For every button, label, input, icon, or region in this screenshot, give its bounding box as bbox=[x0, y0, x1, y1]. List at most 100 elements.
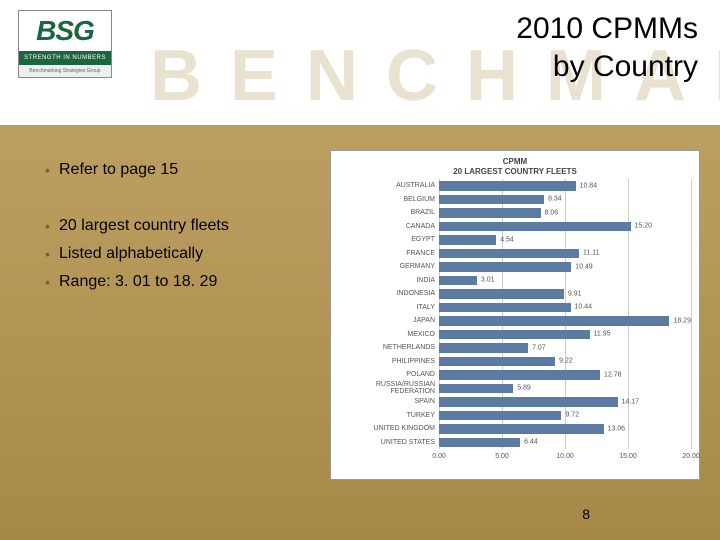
bar-value: 11.95 bbox=[594, 331, 611, 338]
bullet-icon: • bbox=[45, 216, 59, 236]
chart-title-1: CPMM bbox=[331, 157, 699, 167]
bar bbox=[439, 357, 555, 367]
country-label: GERMANY bbox=[339, 263, 439, 270]
bar bbox=[439, 411, 561, 421]
slide-title: 2010 CPMMs by Country bbox=[516, 10, 698, 85]
bar-value: 3.01 bbox=[481, 277, 495, 284]
bar bbox=[439, 343, 528, 353]
country-label: RUSSIA/RUSSIAN FEDERATION bbox=[339, 381, 439, 395]
bar-value: 6.44 bbox=[524, 439, 538, 446]
bar-area: 13.06 bbox=[439, 422, 691, 436]
country-label: UNITED STATES bbox=[339, 439, 439, 446]
bar bbox=[439, 424, 604, 434]
country-label: INDONESIA bbox=[339, 290, 439, 297]
bar-area: 11.11 bbox=[439, 247, 691, 261]
country-label: JAPAN bbox=[339, 317, 439, 324]
bullet-icon: • bbox=[45, 272, 59, 292]
slide: BSG STRENGTH IN NUMBERS Benchmarking Str… bbox=[0, 0, 720, 540]
bar-area: 10.49 bbox=[439, 260, 691, 274]
bar-value: 10.49 bbox=[575, 263, 593, 270]
bullet-item: •Listed alphabetically bbox=[45, 244, 315, 264]
bullet-list: •Refer to page 15•20 largest country fle… bbox=[45, 160, 315, 300]
bar bbox=[439, 181, 576, 191]
bar bbox=[439, 249, 579, 259]
bar bbox=[439, 438, 520, 448]
bar bbox=[439, 397, 618, 407]
bar bbox=[439, 222, 631, 232]
axis-label: 15.00 bbox=[619, 453, 637, 460]
bar-area: 3.01 bbox=[439, 274, 691, 288]
country-label: AUSTRALIA bbox=[339, 182, 439, 189]
axis-label: 20.00 bbox=[682, 453, 700, 460]
bar-value: 5.89 bbox=[517, 385, 531, 392]
chart-row: INDONESIA 9.91 bbox=[339, 287, 691, 301]
country-label: PHILIPPINES bbox=[339, 358, 439, 365]
bar-area: 9.91 bbox=[439, 287, 691, 301]
country-label: UNITED KINGDOM bbox=[339, 425, 439, 432]
bar bbox=[439, 262, 571, 272]
chart-row: JAPAN 18.29 bbox=[339, 314, 691, 328]
chart-row: RUSSIA/RUSSIAN FEDERATION 5.89 bbox=[339, 382, 691, 396]
logo-subtag: Benchmarking Strategies Group bbox=[19, 65, 111, 77]
bar-value: 9.22 bbox=[559, 358, 573, 365]
chart-row: SPAIN14.17 bbox=[339, 395, 691, 409]
bar-area: 14.17 bbox=[439, 395, 691, 409]
country-label: NETHERLANDS bbox=[339, 344, 439, 351]
country-label: TURKEY bbox=[339, 412, 439, 419]
bar bbox=[439, 384, 513, 394]
bar-value: 4.54 bbox=[500, 236, 514, 243]
chart-row: POLAND12.78 bbox=[339, 368, 691, 382]
chart-row: CANADA15.20 bbox=[339, 220, 691, 234]
bar-value: 8.34 bbox=[548, 196, 562, 203]
bullet-text: Listed alphabetically bbox=[59, 244, 203, 264]
chart-row: AUSTRALIA 10.84 bbox=[339, 179, 691, 193]
bar-area: 6.44 bbox=[439, 436, 691, 450]
bar-area: 15.20 bbox=[439, 220, 691, 234]
chart-row: INDIA 3.01 bbox=[339, 274, 691, 288]
bullet-item: •Range: 3. 01 to 18. 29 bbox=[45, 272, 315, 292]
bar-area: 18.29 bbox=[439, 314, 691, 328]
bar bbox=[439, 370, 600, 380]
bar bbox=[439, 303, 571, 313]
bullet-item: •Refer to page 15 bbox=[45, 160, 315, 180]
bar-value: 9.72 bbox=[565, 412, 579, 419]
bar-value: 11.11 bbox=[583, 250, 599, 257]
country-label: ITALY bbox=[339, 304, 439, 311]
country-label: INDIA bbox=[339, 277, 439, 284]
chart-row: NETHERLANDS 7.07 bbox=[339, 341, 691, 355]
bar-area: 11.95 bbox=[439, 328, 691, 342]
bar-area: 9.72 bbox=[439, 409, 691, 423]
chart-title-2: 20 LARGEST COUNTRY FLEETS bbox=[331, 167, 699, 177]
bar-value: 13.06 bbox=[608, 425, 626, 432]
bar bbox=[439, 316, 669, 326]
bar-value: 7.07 bbox=[532, 344, 546, 351]
bullet-text: 20 largest country fleets bbox=[59, 216, 229, 236]
chart-row: UNITED STATES 6.44 bbox=[339, 436, 691, 450]
bar-area: 4.54 bbox=[439, 233, 691, 247]
bar bbox=[439, 235, 496, 245]
country-label: EGYPT bbox=[339, 236, 439, 243]
country-label: MEXICO bbox=[339, 331, 439, 338]
chart-row: UNITED KINGDOM 13.06 bbox=[339, 422, 691, 436]
bar bbox=[439, 289, 564, 299]
bar-area: 10.44 bbox=[439, 301, 691, 315]
bsg-logo: BSG STRENGTH IN NUMBERS Benchmarking Str… bbox=[18, 10, 112, 78]
bar-value: 10.44 bbox=[575, 304, 593, 311]
bar bbox=[439, 195, 544, 205]
chart-title: CPMM 20 LARGEST COUNTRY FLEETS bbox=[331, 151, 699, 178]
country-label: SPAIN bbox=[339, 398, 439, 405]
bar-area: 12.78 bbox=[439, 368, 691, 382]
bar-value: 9.91 bbox=[568, 290, 582, 297]
country-label: BRAZIL bbox=[339, 209, 439, 216]
bar-value: 12.78 bbox=[604, 371, 622, 378]
bar-value: 18.29 bbox=[673, 317, 691, 324]
bar bbox=[439, 208, 541, 218]
bar-area: 10.84 bbox=[439, 179, 691, 193]
axis-label: 10.00 bbox=[556, 453, 574, 460]
bullet-item: •20 largest country fleets bbox=[45, 216, 315, 236]
bar-area: 9.22 bbox=[439, 355, 691, 369]
bar-area: 7.07 bbox=[439, 341, 691, 355]
bar-value: 10.84 bbox=[580, 182, 598, 189]
bar-value: 8.06 bbox=[545, 209, 559, 216]
bullet-text: Refer to page 15 bbox=[59, 160, 178, 180]
